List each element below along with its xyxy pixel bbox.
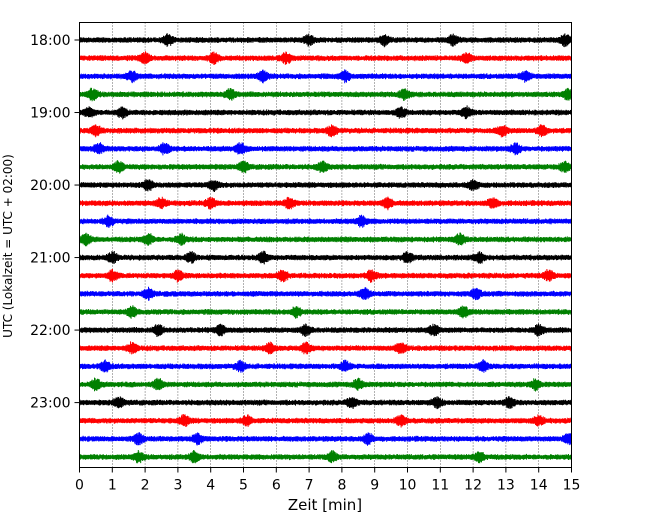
x-axis: 0 1 2 3 4 5 6 7 8 9 10 11 12 13 14 15 bbox=[75, 467, 581, 494]
x-axis-label: Zeit [min] bbox=[288, 496, 362, 514]
y-axis: 18:00 19:00 20:00 21:00 22:00 23:00 bbox=[30, 33, 80, 412]
trace-1930 bbox=[79, 142, 572, 156]
x-tick-label: 9 bbox=[370, 478, 379, 494]
trace-2115 bbox=[79, 268, 572, 283]
trace-2215 bbox=[79, 341, 572, 355]
x-tick-label: 10 bbox=[399, 478, 417, 494]
trace-2330 bbox=[79, 432, 572, 446]
trace-2000 bbox=[79, 179, 572, 192]
x-tick-label: 13 bbox=[497, 478, 515, 494]
x-tick-label: 4 bbox=[206, 478, 215, 494]
trace-2145 bbox=[79, 305, 572, 319]
x-tick-label: 7 bbox=[305, 478, 314, 494]
x-tick-label: 3 bbox=[173, 478, 182, 494]
y-tick-label: 21:00 bbox=[30, 251, 70, 267]
trace-1815 bbox=[79, 51, 572, 65]
trace-1915 bbox=[79, 124, 572, 138]
x-tick-label: 2 bbox=[141, 478, 150, 494]
trace-2230 bbox=[79, 359, 572, 373]
trace-1830 bbox=[79, 69, 572, 84]
y-tick-label: 22:00 bbox=[30, 323, 70, 339]
trace-2030 bbox=[79, 214, 572, 228]
trace-2015 bbox=[79, 196, 572, 211]
trace-1800 bbox=[79, 33, 572, 48]
trace-2200 bbox=[79, 323, 572, 337]
trace-2045 bbox=[79, 232, 572, 247]
y-tick-label: 23:00 bbox=[30, 396, 70, 412]
x-tick-label: 1 bbox=[108, 478, 117, 494]
x-tick-label: 6 bbox=[272, 478, 281, 494]
x-tick-label: 11 bbox=[431, 478, 449, 494]
y-tick-label: 20:00 bbox=[30, 178, 70, 194]
plot-frame bbox=[79, 22, 572, 468]
vertical-gridlines bbox=[112, 22, 540, 468]
y-axis-label: UTC (Lokalzeit = UTC + 02:00) bbox=[1, 154, 15, 338]
trace-2315 bbox=[79, 414, 572, 428]
x-tick-label: 12 bbox=[464, 478, 482, 494]
trace-1845 bbox=[79, 87, 572, 102]
trace-1945 bbox=[79, 160, 572, 174]
trace-2300 bbox=[79, 396, 572, 410]
trace-2345 bbox=[79, 450, 572, 464]
trace-series-group bbox=[79, 33, 572, 464]
x-tick-label: 14 bbox=[530, 478, 548, 494]
x-tick-label: 8 bbox=[337, 478, 346, 494]
y-tick-label: 18:00 bbox=[30, 33, 70, 49]
x-tick-label: 0 bbox=[75, 478, 84, 494]
x-tick-label: 15 bbox=[563, 478, 581, 494]
x-tick-label: 5 bbox=[239, 478, 248, 494]
trace-2245 bbox=[79, 377, 572, 392]
trace-2100 bbox=[79, 250, 572, 265]
trace-2130 bbox=[79, 286, 572, 301]
y-tick-label: 19:00 bbox=[30, 106, 70, 122]
trace-1900 bbox=[79, 105, 572, 120]
